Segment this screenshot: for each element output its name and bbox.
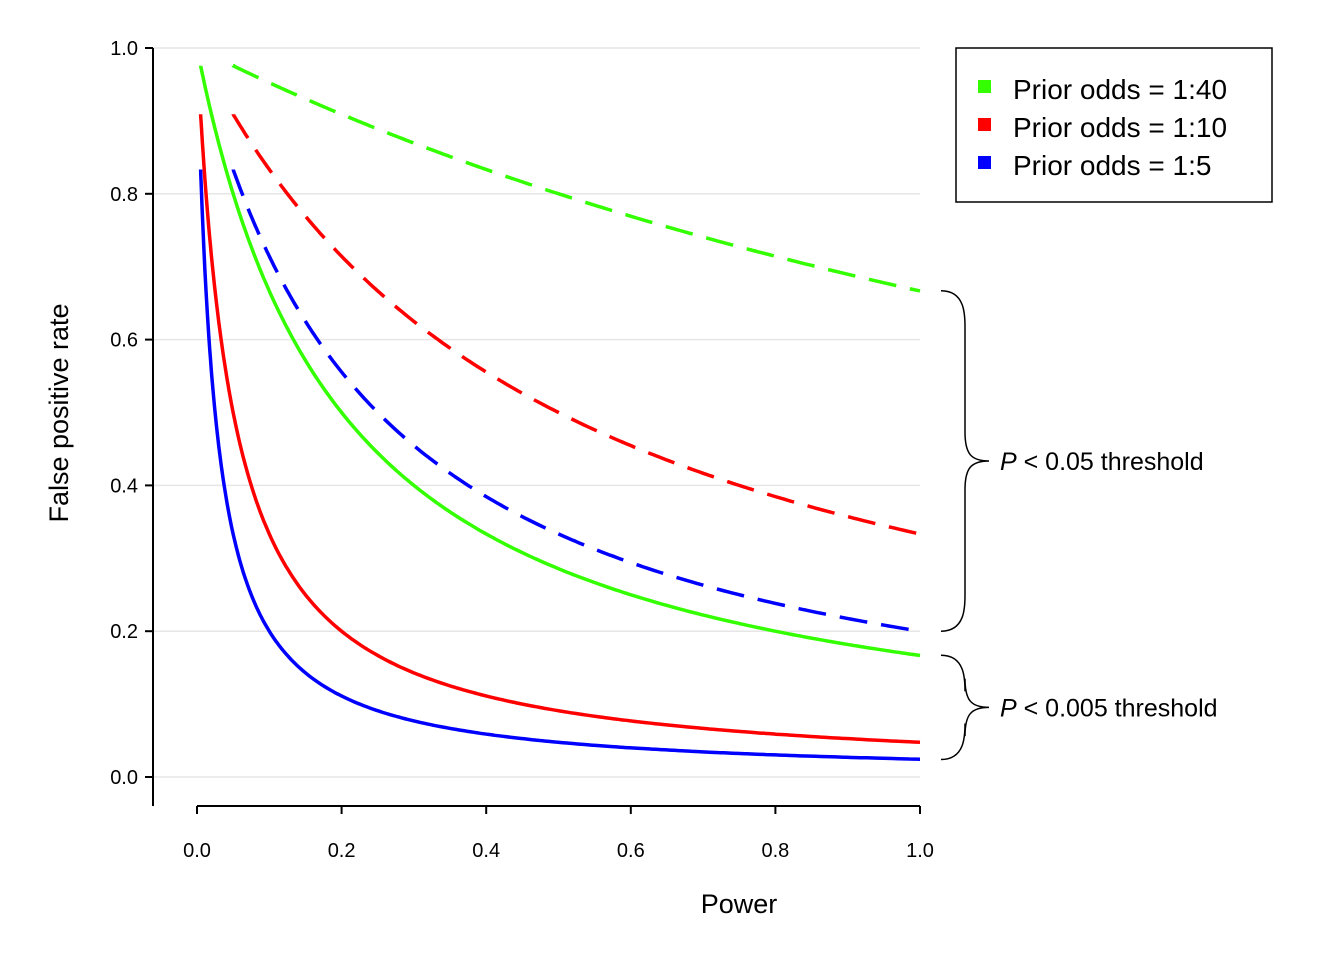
threshold-text: < 0.005 threshold: [1017, 694, 1218, 722]
legend-swatch: [978, 156, 991, 169]
x-tick-label: 0.6: [617, 840, 645, 862]
x-tick-label: 0.8: [761, 840, 789, 862]
y-tick-label: 0.2: [110, 621, 138, 643]
y-tick-label: 1.0: [110, 38, 138, 60]
x-axis-title: Power: [701, 889, 778, 919]
threshold-text: < 0.05 threshold: [1017, 448, 1204, 476]
dashed-series-line-odds-1-40: [231, 64, 921, 293]
y-tick-label: 0.8: [110, 184, 138, 206]
x-ticks: 0.0 0.2 0.4 0.6 0.8 1.0: [183, 806, 934, 862]
y-tick-label: 0.0: [110, 767, 138, 789]
grid-lines: [153, 47, 920, 778]
dashed-series-line-odds-1-10: [231, 113, 921, 536]
y-tick-label: 0.6: [110, 330, 138, 352]
y-ticks: 0.0 0.2 0.4 0.6 0.8 1.0: [110, 38, 153, 789]
threshold-label: P < 0.05 threshold: [1000, 448, 1204, 476]
x-tick-label: 0.0: [183, 840, 211, 862]
legend-label: Prior odds = 1:5: [1013, 150, 1211, 181]
threshold-brace: [940, 290, 990, 632]
legend-swatch: [978, 118, 991, 131]
legend: Prior odds = 1:40 Prior odds = 1:10 Prior …: [955, 47, 1273, 203]
threshold-brace: [940, 654, 990, 761]
threshold-label: P < 0.005 threshold: [1000, 694, 1218, 722]
legend-box: [955, 47, 1273, 203]
x-tick-label: 0.2: [328, 840, 356, 862]
solid-series-line-odds-1-40: [198, 65, 921, 658]
legend-label: Prior odds = 1:40: [1013, 74, 1227, 105]
solid-series-line-odds-1-5: [198, 169, 921, 761]
axes: [152, 48, 920, 807]
legend-swatch: [978, 80, 991, 93]
y-tick-label: 0.4: [110, 475, 138, 497]
x-tick-label: 0.4: [472, 840, 500, 862]
y-axis-title: False positive rate: [44, 303, 74, 522]
threshold-p-symbol: P: [1000, 694, 1017, 722]
x-tick-label: 1.0: [906, 840, 934, 862]
threshold-p-symbol: P: [1000, 448, 1017, 476]
series-lines: [198, 64, 921, 761]
dashed-series-line-odds-1-5: [231, 168, 921, 633]
solid-series-line-odds-1-10: [198, 114, 921, 745]
legend-label: Prior odds = 1:10: [1013, 112, 1227, 143]
